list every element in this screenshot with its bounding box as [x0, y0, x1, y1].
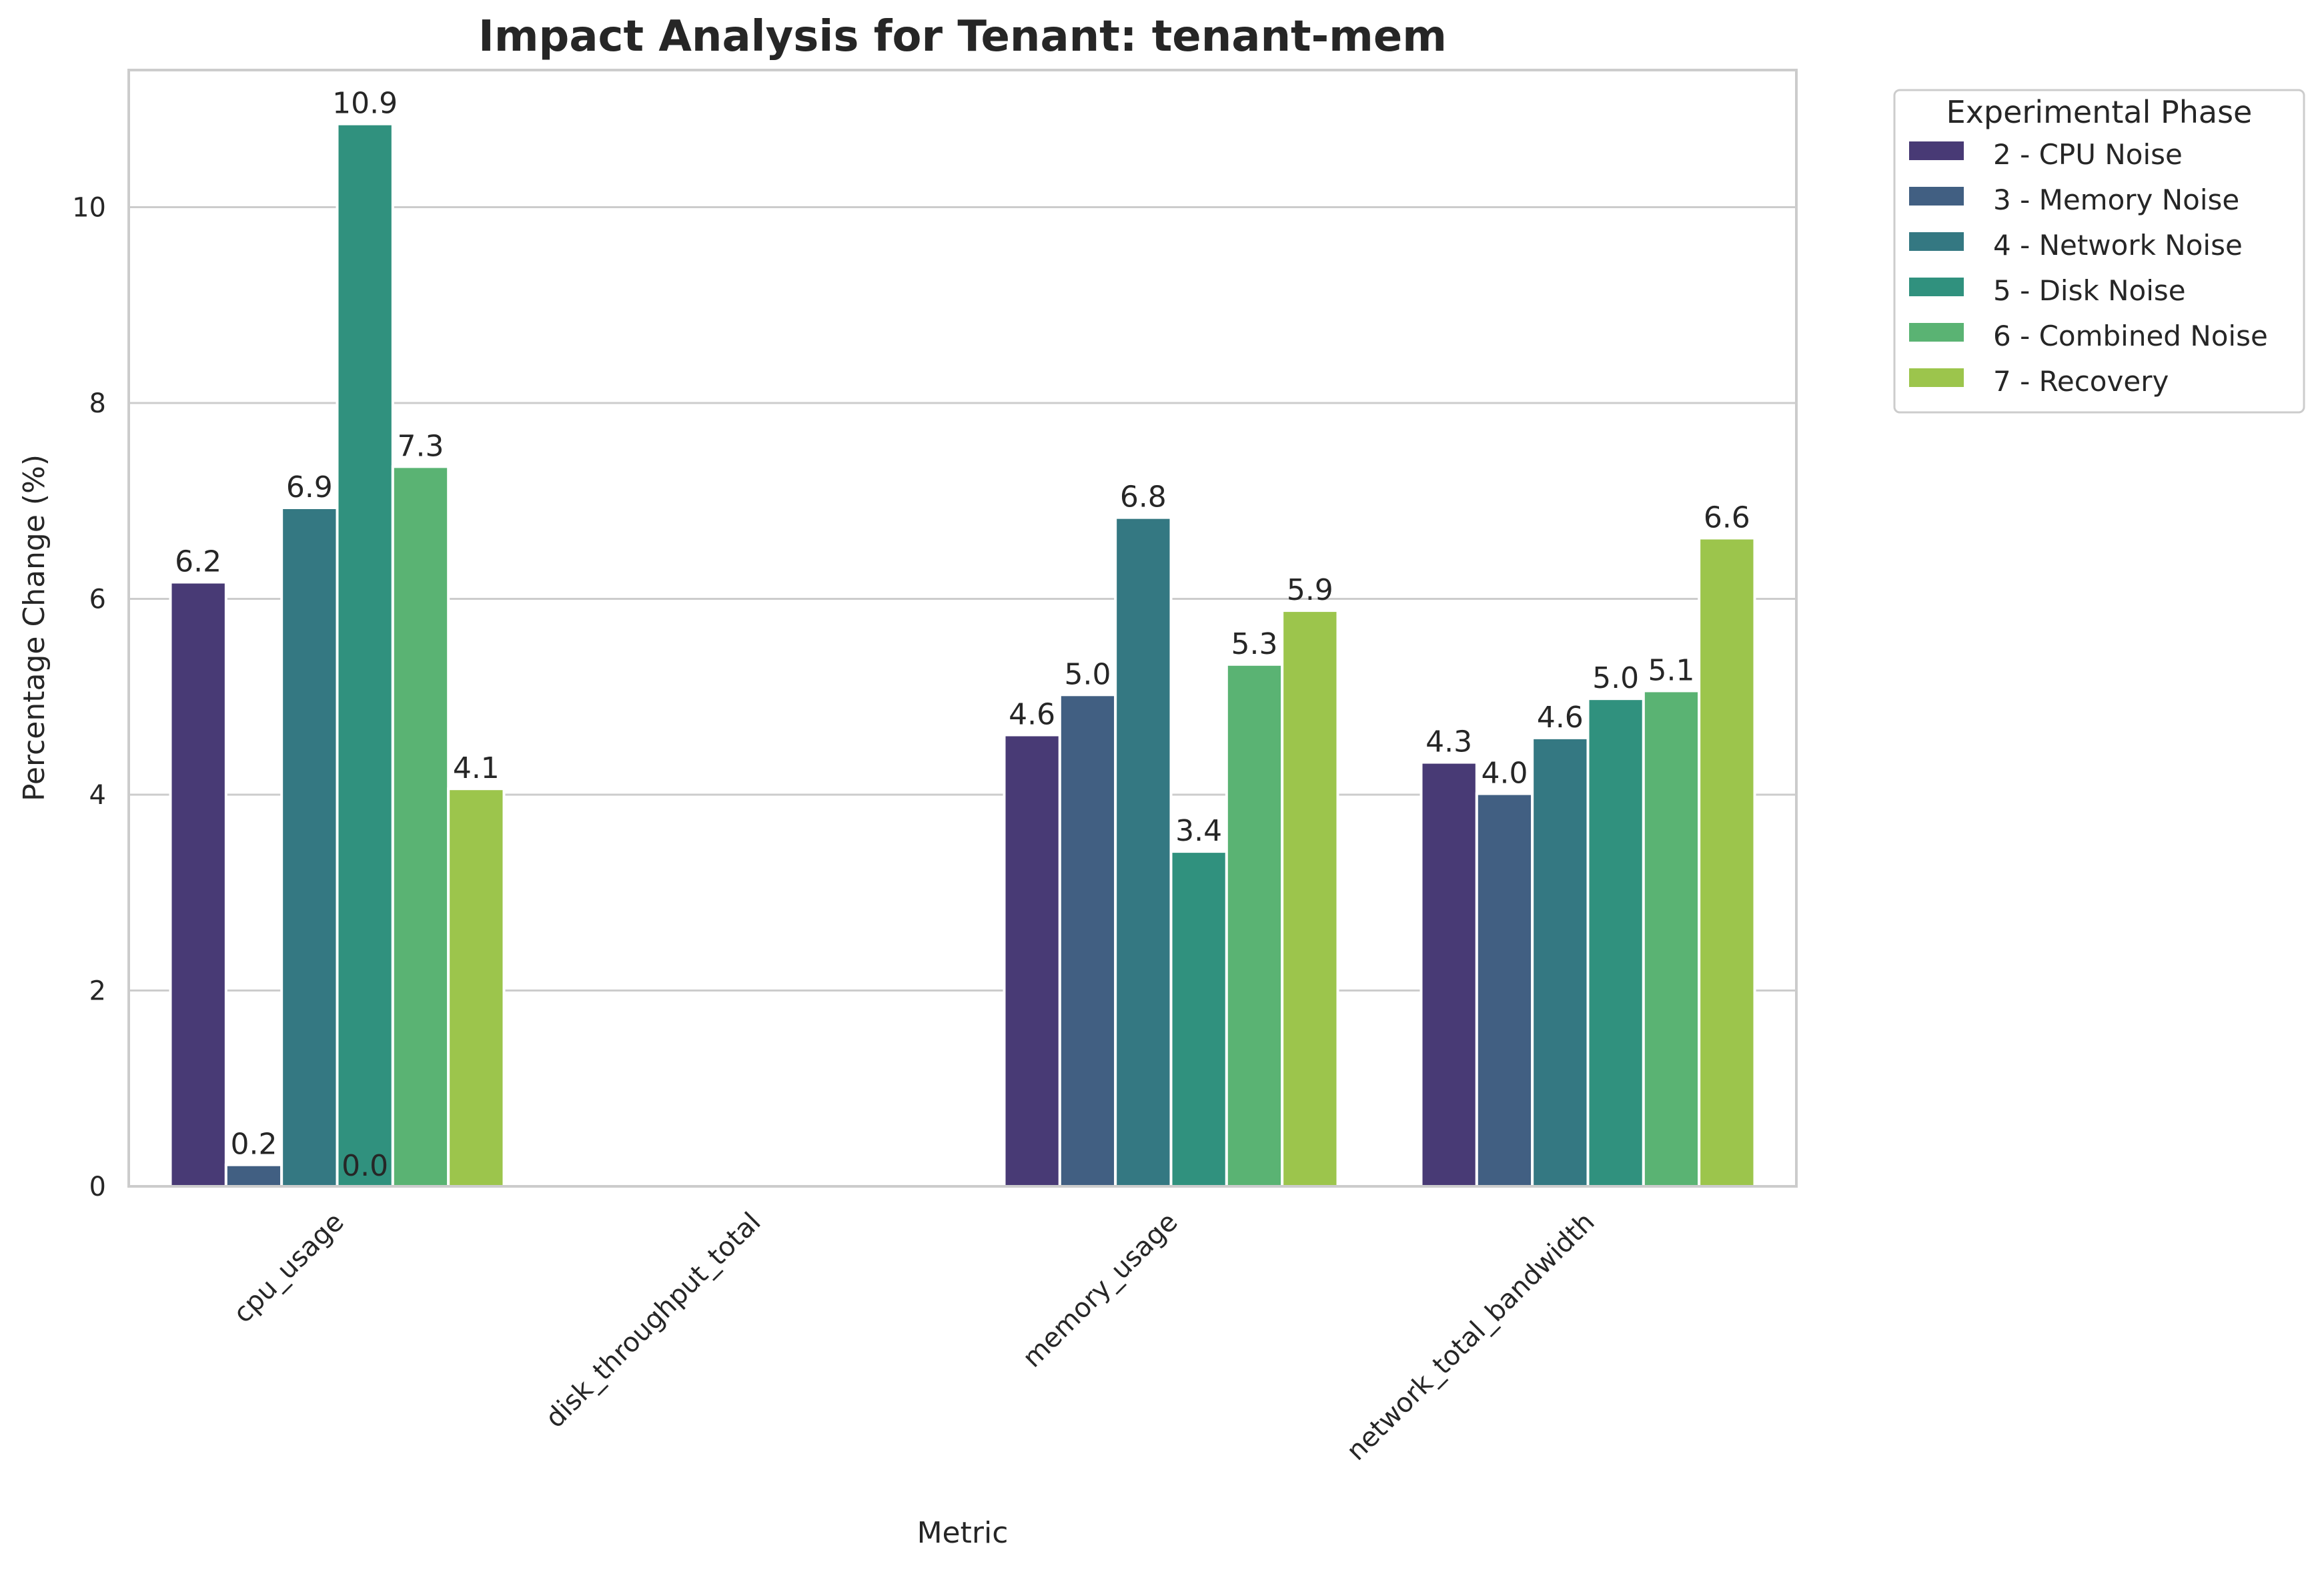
legend-swatch — [1909, 141, 1964, 160]
bar-value-label: 0.0 — [342, 1149, 388, 1183]
legend-entry-label: 5 - Disk Noise — [1993, 274, 2186, 307]
bar-value-label: 5.9 — [1287, 573, 1333, 607]
bar — [1169, 850, 1228, 1188]
legend-entry-label: 3 - Memory Noise — [1993, 183, 2239, 216]
bar-value-label: 4.1 — [453, 751, 500, 785]
y-axis: 0 2 4 6 8 10 — [72, 192, 106, 1202]
legend-swatch — [1909, 232, 1964, 251]
x-tick-label: network_total_bandwidth — [1341, 1207, 1600, 1467]
bar-value-label: 6.6 — [1704, 500, 1750, 534]
y-tick-label: 2 — [89, 975, 106, 1006]
legend-swatch — [1909, 278, 1964, 296]
bar — [391, 465, 450, 1188]
legend: Experimental Phase 2 - CPU Noise 3 - Memo… — [1893, 89, 2305, 414]
x-tick-label: memory_usage — [1017, 1207, 1183, 1374]
bar-value-label: 4.0 — [1482, 757, 1528, 791]
bar — [1114, 516, 1173, 1188]
legend-swatch — [1909, 323, 1964, 342]
x-axis: cpu_usage disk_throughput_total memory_usa… — [227, 1207, 1600, 1467]
bar-value-label: 6.9 — [286, 470, 333, 504]
bar-value-label: 5.0 — [1592, 661, 1639, 695]
legend-title: Experimental Phase — [1946, 94, 2253, 130]
legend-swatch — [1909, 368, 1964, 387]
bar-value-label: 6.2 — [175, 545, 221, 579]
bar-value-label: 4.3 — [1425, 725, 1472, 759]
bar — [336, 122, 394, 1188]
bar-labels: 6.2 4.6 4.3 0.2 5.0 4.0 6.9 6.8 4.6 10.9 3.4 5.0 7.3… — [175, 87, 1750, 1183]
bar — [447, 787, 506, 1188]
bar-value-label: 0.2 — [231, 1128, 277, 1162]
x-axis-label: Metric — [917, 1516, 1009, 1550]
bar-value-label: 3.4 — [1175, 814, 1222, 848]
bar — [1531, 736, 1590, 1188]
y-tick-label: 0 — [89, 1172, 106, 1202]
bar — [224, 1163, 283, 1188]
bars — [169, 122, 1756, 1188]
plot-frame — [127, 69, 1798, 1188]
y-axis-label: Percentage Change (%) — [17, 454, 51, 801]
bar — [1475, 792, 1534, 1188]
legend-frame — [1893, 89, 2305, 414]
chart-title: Impact Analysis for Tenant: tenant-mem — [478, 12, 1447, 61]
bar — [1698, 536, 1756, 1188]
bar — [1419, 761, 1478, 1188]
legend-entry-label: 2 - CPU Noise — [1993, 138, 2183, 171]
legend-entry-label: 4 - Network Noise — [1993, 229, 2243, 262]
bar — [1225, 663, 1284, 1188]
bar-value-label: 6.8 — [1120, 480, 1167, 514]
legend-entry-label: 7 - Recovery — [1993, 365, 2169, 398]
bar — [1642, 689, 1701, 1188]
y-tick-label: 8 — [89, 388, 106, 419]
bar-value-label: 10.9 — [332, 87, 398, 121]
bar — [1058, 693, 1117, 1188]
bar — [1003, 733, 1061, 1188]
bar-value-label: 4.6 — [1537, 701, 1584, 735]
bar-value-label: 5.1 — [1648, 653, 1695, 687]
y-tick-label: 10 — [72, 192, 106, 223]
bar-value-label: 7.3 — [398, 429, 444, 463]
x-tick-label: disk_throughput_total — [540, 1207, 767, 1435]
bar-value-label: 5.0 — [1065, 657, 1111, 691]
bar — [1281, 609, 1339, 1188]
bar-value-label: 5.3 — [1231, 627, 1278, 661]
bar — [280, 506, 339, 1188]
legend-entry-label: 6 - Combined Noise — [1993, 320, 2268, 352]
x-tick-label: cpu_usage — [227, 1207, 350, 1329]
y-tick-label: 4 — [89, 780, 106, 811]
bar — [1586, 697, 1645, 1188]
bar-value-label: 4.6 — [1009, 697, 1055, 731]
bar — [169, 580, 227, 1188]
y-tick-label: 6 — [89, 584, 106, 615]
legend-swatch — [1909, 187, 1964, 206]
